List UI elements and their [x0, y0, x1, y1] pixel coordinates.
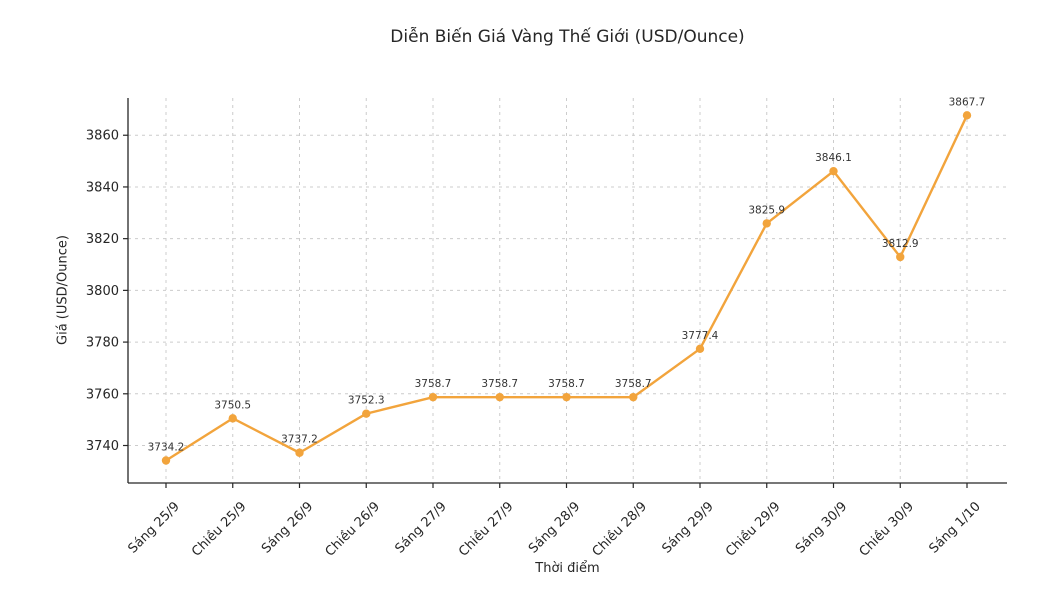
- data-point-label: 3758.7: [481, 378, 518, 390]
- x-tick-label: Sáng 26/9: [259, 499, 316, 556]
- data-point-label: 3758.7: [548, 378, 585, 390]
- data-point-marker: [562, 392, 571, 402]
- data-point-label: 3825.9: [748, 204, 785, 216]
- data-point-label: 3758.7: [415, 378, 452, 390]
- x-axis-title: Thời điểm: [535, 561, 600, 576]
- x-tick-label: Sáng 27/9: [393, 499, 450, 556]
- data-point-marker: [762, 219, 771, 228]
- x-tick-label: Chiều 26/9: [323, 499, 383, 559]
- data-point-label: 3846.1: [815, 152, 852, 164]
- y-tick-label: 3800: [86, 284, 119, 299]
- data-point-label: 3750.5: [214, 399, 251, 411]
- x-tick-label: Sáng 25/9: [126, 499, 183, 556]
- data-point-label: 3867.7: [949, 96, 986, 108]
- y-tick-label: 3740: [86, 439, 119, 454]
- y-tick-label: 3820: [86, 232, 119, 247]
- data-point-marker: [295, 448, 304, 457]
- x-tick-label: Chiều 27/9: [456, 499, 516, 559]
- data-point-label: 3734.2: [148, 442, 185, 454]
- x-tick-label: Chiều 29/9: [723, 499, 783, 559]
- data-point-marker: [495, 392, 504, 402]
- x-tick-label: Chiều 30/9: [857, 499, 917, 559]
- data-point-marker: [829, 166, 838, 176]
- data-point-marker: [161, 456, 171, 465]
- data-point-marker: [362, 409, 371, 418]
- data-point-label: 3812.9: [882, 238, 919, 250]
- data-point-marker: [695, 344, 705, 354]
- x-tick-label: Sáng 28/9: [526, 499, 583, 556]
- data-point-marker: [962, 111, 972, 120]
- x-tick-label: Sáng 1/10: [927, 499, 984, 556]
- data-point-marker: [228, 414, 237, 423]
- data-point-label: 3737.2: [281, 434, 318, 446]
- x-tick-label: Chiều 28/9: [590, 499, 650, 559]
- data-point-label: 3758.7: [615, 378, 652, 390]
- y-tick-label: 3780: [86, 336, 119, 351]
- x-tick-label: Sáng 30/9: [793, 499, 850, 556]
- data-point-marker: [896, 252, 905, 262]
- data-point-label: 3752.3: [348, 395, 385, 407]
- y-tick-label: 3840: [86, 180, 119, 195]
- y-tick-label: 3760: [86, 387, 119, 402]
- x-tick-label: Chiều 25/9: [189, 499, 249, 559]
- x-tick-label: Sáng 29/9: [660, 499, 717, 556]
- data-point-label: 3777.4: [682, 330, 719, 342]
- chart-title: Diễn Biến Giá Vàng Thế Giới (USD/Ounce): [390, 27, 745, 47]
- data-point-marker: [629, 392, 638, 402]
- y-tick-label: 3860: [86, 129, 119, 144]
- data-point-marker: [428, 392, 438, 402]
